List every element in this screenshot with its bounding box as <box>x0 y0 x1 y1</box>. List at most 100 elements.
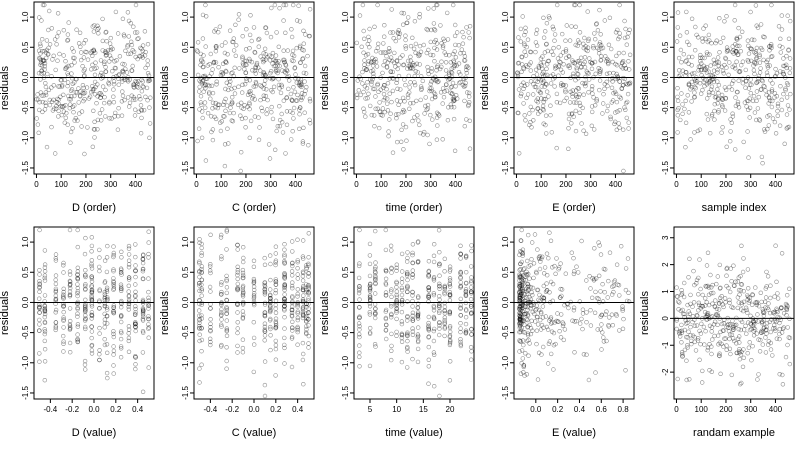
data-point <box>615 36 621 42</box>
data-point <box>38 62 43 68</box>
data-point <box>389 7 394 12</box>
data-point <box>284 109 290 114</box>
data-point <box>571 308 577 313</box>
data-point <box>223 68 229 74</box>
y-tick-label: -1.5 <box>661 161 670 175</box>
data-point <box>377 109 382 114</box>
data-point <box>425 27 430 33</box>
data-point <box>782 141 787 147</box>
data-point <box>397 31 403 36</box>
data-point <box>269 54 274 59</box>
data-point <box>597 40 603 45</box>
data-point <box>68 97 74 102</box>
data-point <box>614 62 620 68</box>
data-point <box>575 43 580 48</box>
data-point <box>393 38 398 44</box>
data-point <box>555 311 560 316</box>
y-tick-label: -0.5 <box>661 100 670 114</box>
data-points <box>356 227 474 399</box>
data-point <box>97 268 102 274</box>
data-point <box>213 44 219 49</box>
data-point <box>301 48 306 53</box>
data-point <box>768 347 774 352</box>
data-point <box>778 83 783 89</box>
data-point <box>355 78 360 83</box>
data-point <box>354 40 359 46</box>
data-point <box>59 112 64 118</box>
data-point <box>266 142 272 147</box>
data-point <box>610 98 616 103</box>
data-point <box>539 66 545 71</box>
data-point <box>447 76 452 82</box>
data-point <box>788 91 793 97</box>
data-point <box>223 108 228 114</box>
data-point <box>205 63 211 68</box>
y-tick-label: -1.5 <box>501 161 510 175</box>
data-point <box>541 73 546 79</box>
data-point <box>129 93 135 98</box>
data-point <box>384 65 390 70</box>
data-point <box>403 124 409 130</box>
data-point <box>569 111 575 116</box>
data-point <box>622 105 627 110</box>
data-point <box>738 62 744 68</box>
data-point <box>467 35 472 41</box>
data-point <box>265 54 270 60</box>
data-point <box>300 340 306 346</box>
data-point <box>466 30 471 35</box>
x-axis-label: D (value) <box>72 427 117 439</box>
data-point <box>276 58 281 64</box>
data-point <box>732 2 738 8</box>
data-point <box>243 70 248 76</box>
data-point <box>427 141 432 147</box>
data-point <box>80 63 85 69</box>
data-point <box>203 105 208 110</box>
data-point <box>575 270 581 275</box>
data-point <box>295 276 300 281</box>
data-point <box>90 24 96 29</box>
data-point <box>744 104 749 109</box>
data-point <box>373 260 378 265</box>
data-point <box>82 67 88 72</box>
data-point <box>49 85 54 90</box>
data-point <box>708 87 714 92</box>
data-point <box>89 329 95 334</box>
data-point <box>611 70 616 76</box>
data-point <box>462 58 468 63</box>
data-point <box>537 89 543 95</box>
data-point <box>270 50 276 56</box>
data-point <box>684 30 690 35</box>
data-point <box>408 101 413 106</box>
data-point <box>264 87 269 92</box>
data-point <box>566 146 571 152</box>
data-point <box>442 311 448 316</box>
data-point <box>63 102 68 108</box>
data-point <box>546 94 551 99</box>
data-point <box>390 75 395 81</box>
data-point <box>627 81 632 87</box>
data-point <box>446 77 451 83</box>
data-point <box>358 92 363 98</box>
data-point <box>551 27 556 32</box>
data-point <box>272 2 278 8</box>
data-point <box>442 269 447 274</box>
data-point <box>410 304 415 309</box>
data-point <box>716 90 721 96</box>
data-point <box>444 88 450 93</box>
data-point <box>589 295 595 300</box>
data-point <box>112 59 117 64</box>
data-point <box>372 24 377 29</box>
data-point <box>140 43 146 48</box>
data-point <box>51 83 56 88</box>
data-point <box>716 82 722 88</box>
data-point <box>295 342 300 347</box>
data-point <box>443 68 449 73</box>
data-point <box>432 352 437 357</box>
data-point <box>780 372 785 378</box>
data-point <box>461 50 467 56</box>
data-point <box>452 63 457 68</box>
data-point <box>281 18 286 23</box>
data-point <box>432 58 437 64</box>
data-point <box>290 52 295 57</box>
data-point <box>224 358 229 364</box>
